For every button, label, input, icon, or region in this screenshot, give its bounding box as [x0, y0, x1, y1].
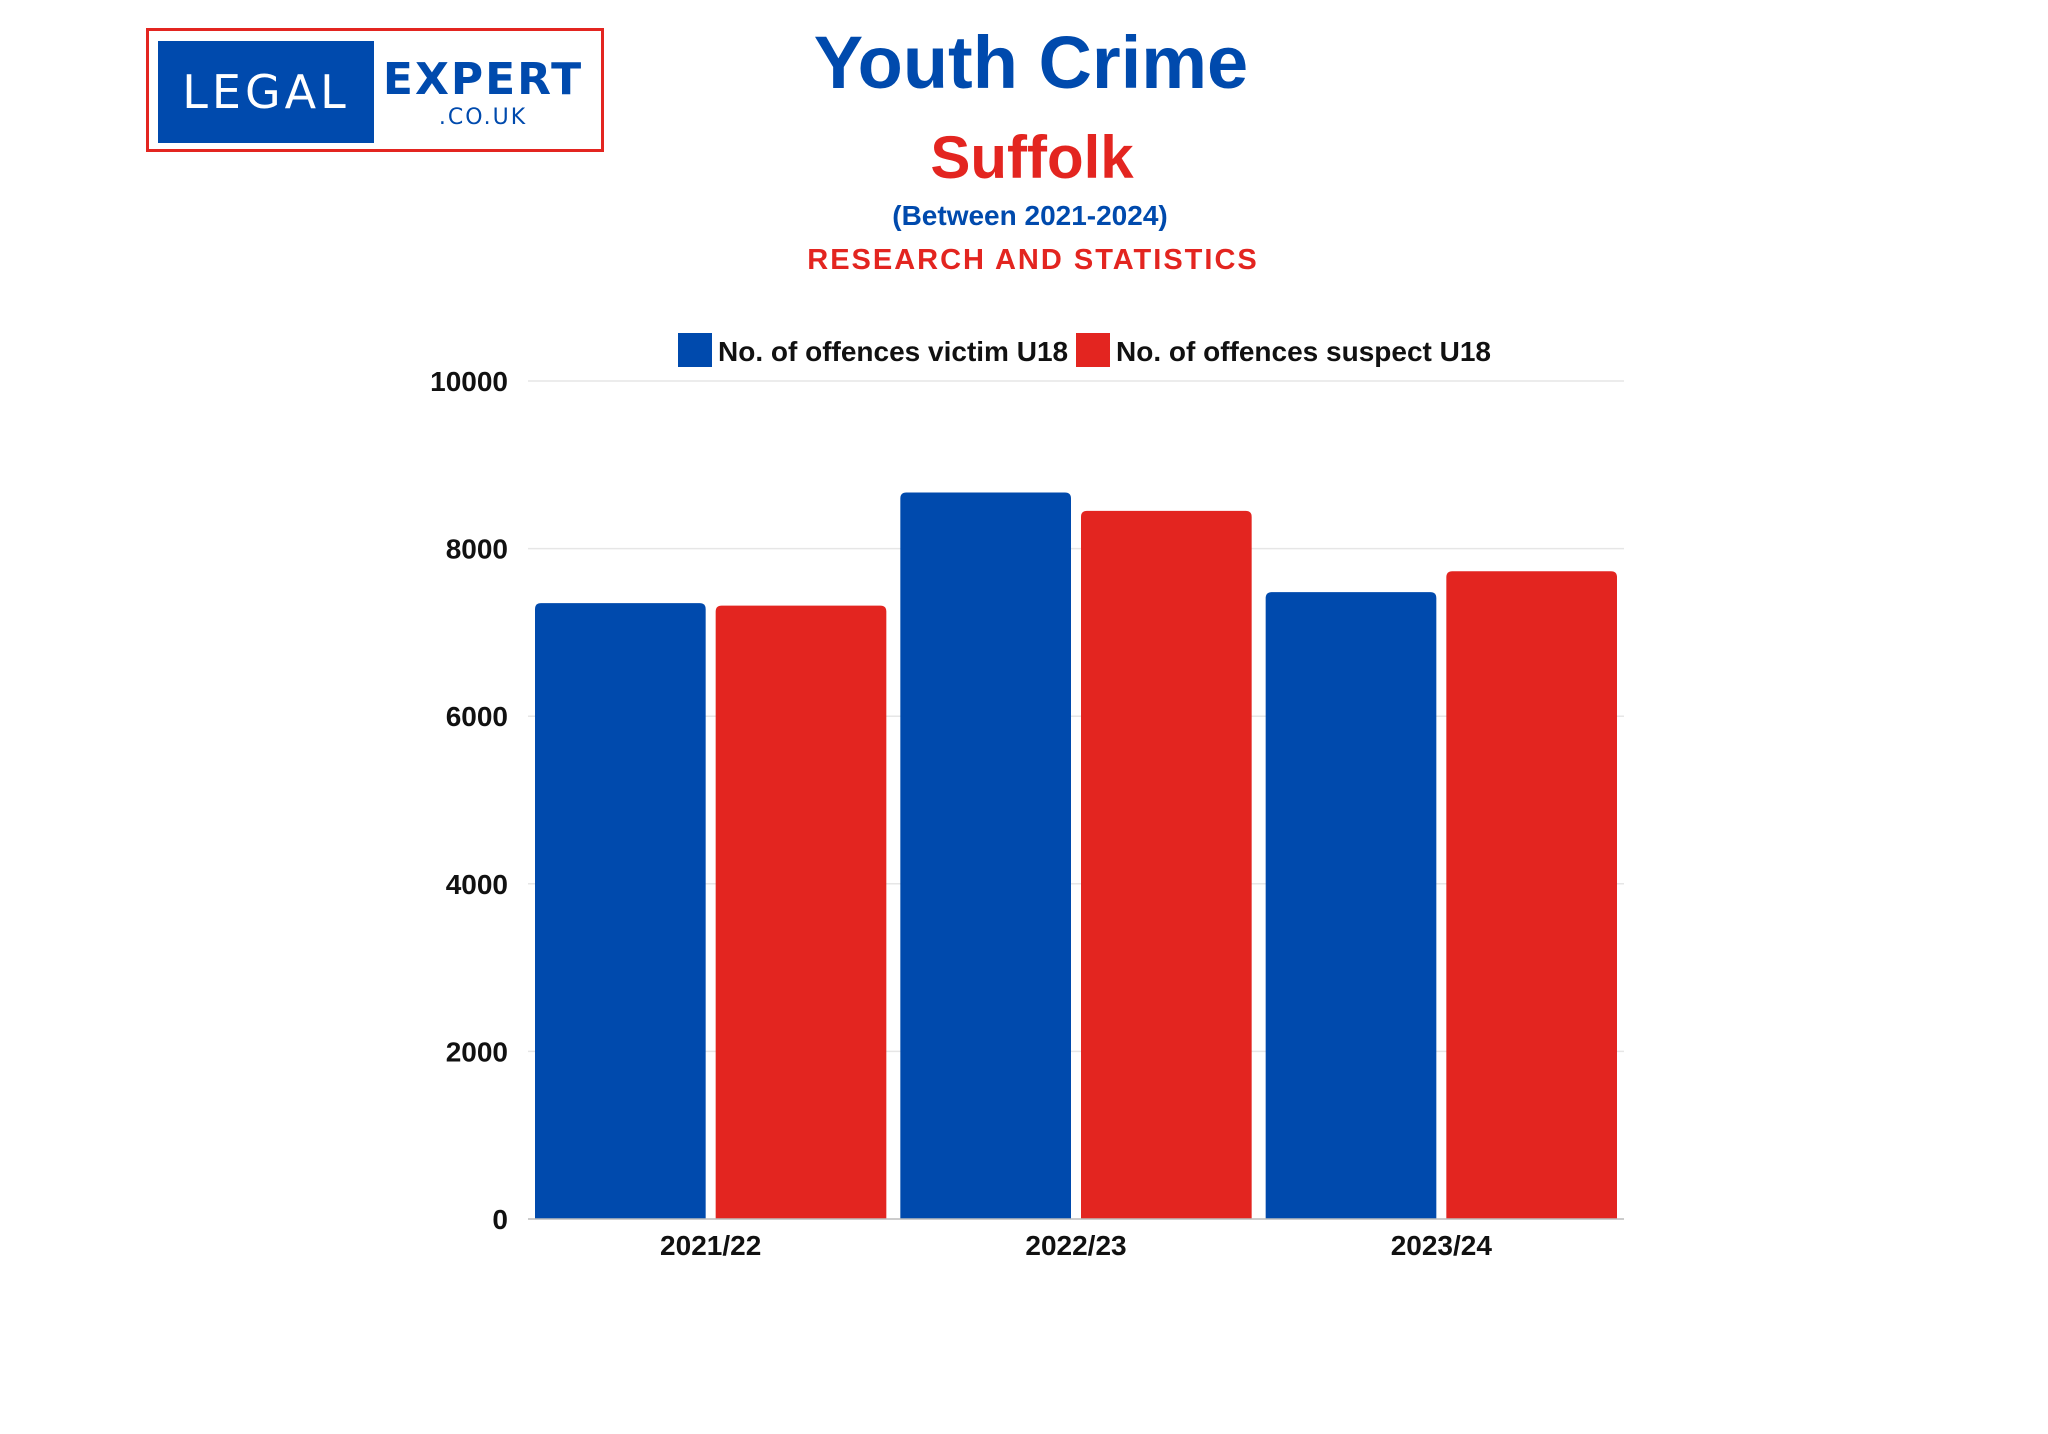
- x-tick-label: 2022/23: [1025, 1230, 1126, 1261]
- y-tick-label: 0: [492, 1204, 508, 1235]
- legend-label-suspect: No. of offences suspect U18: [1116, 336, 1491, 367]
- bar-suspect-2022-23: [1081, 510, 1252, 1219]
- y-tick-label: 6000: [446, 701, 508, 732]
- region-subtitle: Suffolk: [930, 124, 1134, 191]
- logo-expert-text: EXPERT: [382, 54, 584, 105]
- y-tick-label: 8000: [446, 534, 508, 565]
- bar-suspect-2021-22: [715, 605, 887, 1219]
- legal-expert-logo: LEGAL EXPERT .CO.UK: [146, 28, 604, 152]
- legend-swatch-suspect: [1076, 333, 1110, 367]
- bar-victim-2022-23: [900, 492, 1071, 1220]
- y-axis-ticks: 0 2000 4000 6000 8000 10000: [430, 366, 508, 1235]
- bars: [535, 492, 1617, 1220]
- research-tagline: RESEARCH AND STATISTICS: [807, 244, 1259, 276]
- logo-domain-text: .CO.UK: [438, 105, 528, 130]
- legend-swatch-victim: [678, 333, 712, 367]
- bar-victim-2023-24: [1265, 592, 1437, 1219]
- x-axis-ticks: 2021/22 2022/23 2023/24: [660, 1230, 1492, 1261]
- period-subtitle: (Between 2021-2024): [892, 200, 1168, 231]
- logo-blue-box: LEGAL EXPERT .CO.UK: [158, 41, 592, 143]
- gridlines: [528, 380, 1624, 1053]
- x-tick-label: 2023/24: [1391, 1230, 1493, 1261]
- y-tick-label: 4000: [446, 869, 508, 900]
- y-tick-label: 10000: [430, 366, 508, 397]
- logo-legal-text: LEGAL: [182, 65, 350, 119]
- logo-white-panel: EXPERT .CO.UK: [374, 41, 592, 143]
- bar-suspect-2023-24: [1446, 571, 1617, 1219]
- chart-title: Youth Crime: [813, 21, 1249, 104]
- bar-victim-2021-22: [535, 603, 706, 1219]
- legend: No. of offences victim U18 No. of offence…: [678, 333, 1491, 367]
- y-tick-label: 2000: [446, 1036, 508, 1067]
- legend-label-victim: No. of offences victim U18: [718, 336, 1068, 367]
- x-tick-label: 2021/22: [660, 1230, 761, 1261]
